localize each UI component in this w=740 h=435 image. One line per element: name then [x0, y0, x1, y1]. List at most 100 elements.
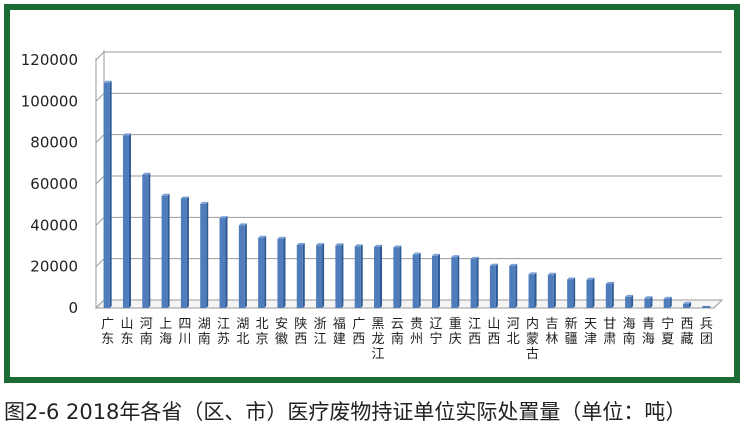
x-category-label: 江西 [468, 317, 481, 347]
x-category-label: 黑龙江 [372, 317, 385, 362]
x-category-label: 河南 [140, 317, 153, 347]
bar-side [206, 201, 209, 308]
x-category-label: 福建 [333, 317, 346, 347]
bar-side [186, 196, 189, 308]
bar-side [650, 296, 653, 308]
bar-chart: 0 20000 40000 60000 80000 100000 120000 广东山东河南上… [21, 50, 724, 362]
bar-side [322, 243, 325, 308]
bar-top [258, 235, 267, 238]
bar-side [515, 263, 518, 308]
y-tick-label: 20000 [30, 258, 78, 276]
figure-caption: 图2-6 2018年各省（区、市）医疗废物持证单位实际处置量（单位：吨） [4, 400, 687, 424]
bar [412, 254, 419, 308]
bar-top [644, 296, 653, 299]
bar [431, 255, 438, 308]
x-category-label: 新疆 [565, 316, 578, 347]
x-category-label: 陕西 [294, 317, 307, 347]
bar [335, 245, 342, 308]
bar [277, 238, 284, 308]
x-category-label: 天津 [584, 317, 597, 347]
bar-side [573, 277, 576, 308]
bar-top [219, 216, 228, 219]
bar-side [495, 263, 498, 308]
x-category-label: 四川 [178, 317, 191, 347]
bar-side [553, 272, 556, 308]
bar-side [167, 193, 170, 308]
bar-side [399, 245, 402, 308]
bar-top [122, 133, 131, 136]
bar [663, 298, 670, 308]
bar-top [296, 242, 305, 245]
bar [103, 82, 110, 308]
bar-top [509, 263, 518, 266]
y-tick-label: 40000 [30, 216, 78, 234]
bar-side [302, 242, 305, 308]
bar [200, 203, 207, 308]
chart-frame: 0 20000 40000 60000 80000 100000 120000 广东 山东 河南上… [4, 4, 740, 383]
bar [489, 265, 496, 308]
bar-side [418, 252, 421, 308]
x-category-label: 广东 [101, 317, 114, 347]
x-category-label: 安徽 [275, 317, 288, 347]
x-category-label: 上海 [159, 317, 172, 347]
x-category-label: 湖南 [198, 317, 211, 347]
bar-top [393, 245, 402, 248]
bar-side [669, 296, 672, 308]
x-category-label: 山西 [487, 317, 500, 347]
bar [547, 274, 554, 308]
x-category-label: 兵团 [700, 317, 713, 347]
bar [296, 244, 303, 308]
gridline-side [95, 51, 105, 61]
bar-top [316, 243, 325, 246]
y-tick-label: 120000 [21, 51, 78, 69]
x-category-label: 甘肃 [603, 317, 616, 347]
bar-side [360, 244, 363, 308]
bar [683, 303, 690, 308]
bar [625, 296, 632, 308]
bar-side [689, 301, 692, 308]
chart-floor [94, 299, 724, 309]
bar-side [437, 253, 440, 308]
bar [470, 258, 477, 308]
bar [238, 225, 245, 308]
bar [586, 279, 593, 308]
bar-side [592, 277, 595, 308]
x-category-label: 吉林 [545, 317, 558, 347]
bar-top [431, 253, 440, 256]
y-tick-label: 100000 [21, 92, 78, 110]
x-category-label: 浙江 [314, 317, 327, 347]
gridline-side [95, 258, 105, 268]
bar-top [663, 296, 672, 299]
x-category-label: 北京 [256, 317, 269, 347]
bar-top [489, 263, 498, 266]
x-category-label: 青海 [642, 317, 655, 347]
bar [180, 198, 187, 308]
gridline-side [95, 175, 105, 185]
bar [528, 274, 535, 308]
bar-top [605, 281, 614, 284]
bar [644, 298, 651, 308]
bar-side [148, 172, 151, 308]
bar-side [611, 281, 614, 308]
bar-top [567, 277, 576, 280]
bar-top [625, 294, 634, 297]
x-category-label: 辽宁 [429, 317, 442, 347]
bar-top [142, 172, 151, 175]
bar-side [341, 243, 344, 308]
bar-top [374, 244, 383, 247]
x-category-label: 内蒙古 [526, 316, 539, 362]
bar-top [335, 243, 344, 246]
x-category-label: 山东 [120, 317, 133, 347]
bar [161, 195, 168, 308]
bar [567, 279, 574, 308]
bar-top [683, 301, 692, 304]
x-category-label: 云南 [391, 317, 404, 347]
bar-top [354, 244, 363, 247]
bar [605, 283, 612, 308]
bar-top [547, 272, 556, 275]
bar-top [470, 256, 479, 259]
y-tick-label: 80000 [30, 134, 78, 152]
bar [142, 174, 149, 308]
y-tick-label: 60000 [30, 175, 78, 193]
y-tick-label: 0 [68, 299, 78, 317]
